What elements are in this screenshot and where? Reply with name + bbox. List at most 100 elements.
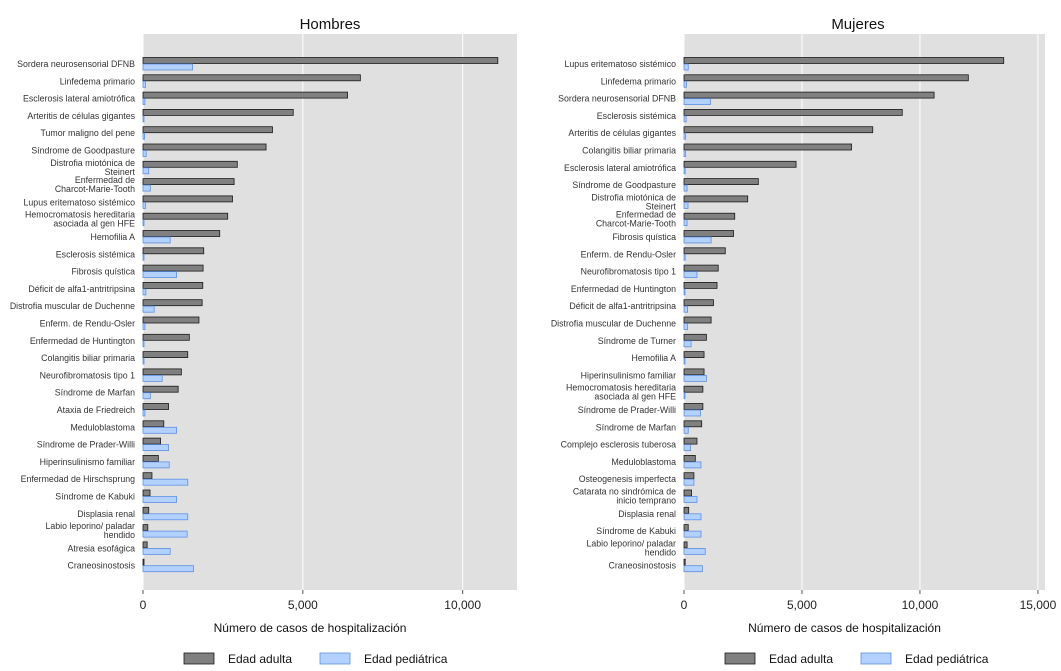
bar-pediatric xyxy=(683,513,702,521)
category-label: Arteritis de células gigantes xyxy=(27,111,135,121)
bar-adult xyxy=(683,178,759,186)
bar-adult xyxy=(683,420,703,428)
category-label: Esclerosis sistémica xyxy=(56,249,135,259)
bar-adult xyxy=(142,230,221,237)
bar-pediatric xyxy=(683,98,711,105)
bar-pediatric xyxy=(142,236,171,244)
bar-pediatric xyxy=(142,271,177,279)
bar-adult xyxy=(142,74,361,82)
category-label: Craneosinostosis xyxy=(68,561,136,571)
bar-adult xyxy=(683,333,707,341)
bar-adult xyxy=(683,472,695,480)
category-label: Esclerosis lateral amiotrófica xyxy=(23,94,135,104)
bar-pediatric xyxy=(142,219,145,227)
bar-adult xyxy=(683,126,874,134)
bar-adult xyxy=(142,247,205,255)
bar-pediatric xyxy=(142,409,146,417)
category-label: Enfermedad de Hirschsprung xyxy=(21,474,136,484)
category-label-line: Labio leporino/ paladar xyxy=(586,538,676,548)
category-label-line: Distrofia miotónica de xyxy=(50,158,135,168)
bar-pediatric xyxy=(142,201,146,209)
bar-pediatric xyxy=(142,63,193,71)
category-label-line: hendido xyxy=(645,547,676,557)
bar-adult xyxy=(683,558,686,566)
bar-adult xyxy=(142,420,165,428)
bar-pediatric xyxy=(142,323,146,330)
category-label: Déficit de alfa1-antritripsina xyxy=(28,284,135,294)
category-label: Hemofilia A xyxy=(632,353,677,363)
category-label: Enfermedad de Huntington xyxy=(30,336,135,346)
category-label-line: inicio temprano xyxy=(616,496,676,506)
bar-pediatric xyxy=(683,426,689,434)
category-label: Colangitis biliar primaria xyxy=(41,353,135,363)
bar-adult xyxy=(142,109,294,116)
bar-pediatric xyxy=(683,219,688,227)
category-label: Enferm. de Rendu-Osler xyxy=(40,319,135,329)
category-label: Distrofia muscular de Duchenne xyxy=(10,301,135,311)
bar-adult xyxy=(142,195,233,203)
legend-swatch-pediatric xyxy=(319,652,351,665)
bar-pediatric xyxy=(683,374,707,382)
category-label: Linfedema primario xyxy=(601,76,676,86)
category-label: Catarata no sindrómica de inicio temprano xyxy=(573,487,676,506)
category-label: Meduloblastoma xyxy=(611,457,676,467)
category-label: Enferm. de Rendu-Osler xyxy=(581,249,676,259)
bar-pediatric xyxy=(683,150,687,157)
bar-pediatric xyxy=(142,478,189,486)
bar-pediatric xyxy=(683,167,686,175)
bar-adult xyxy=(142,351,189,359)
legend-label-pediatric: Edad pediátrica xyxy=(905,652,989,666)
category-label: Neurofibromatosis tipo 1 xyxy=(40,370,135,380)
bar-adult xyxy=(683,74,969,82)
category-label: Fibrosis quística xyxy=(71,267,135,277)
legend-label-pediatric: Edad pediátrica xyxy=(364,652,448,666)
bar-adult xyxy=(683,109,903,116)
bar-adult xyxy=(683,506,690,514)
category-label: Enfermedad de Huntington xyxy=(571,284,676,294)
x-tick-label: 10,000 xyxy=(902,598,939,612)
bar-pediatric xyxy=(683,80,687,88)
x-tick-label: 0 xyxy=(140,598,147,612)
chart-title: Mujeres xyxy=(831,16,884,33)
category-label: Labio leporino/ paladar hendido xyxy=(45,521,135,540)
category-label: Síndrome de Marfan xyxy=(596,422,676,432)
bar-adult xyxy=(683,524,689,531)
category-label-line: Enfermedad de xyxy=(616,210,676,220)
bar-pediatric xyxy=(142,357,145,365)
bar-adult xyxy=(683,299,714,307)
bar-adult xyxy=(142,333,190,341)
plot-panel-0 xyxy=(143,34,517,590)
bar-pediatric xyxy=(683,63,689,71)
bar-adult xyxy=(142,160,238,168)
bar-adult xyxy=(142,281,204,289)
bar-adult xyxy=(142,403,169,410)
category-label: Lupus eritematoso sistémico xyxy=(565,59,677,69)
bar-adult xyxy=(683,264,719,272)
bar-pediatric xyxy=(142,253,145,261)
bar-pediatric xyxy=(142,150,147,157)
bar-pediatric xyxy=(142,513,189,521)
bar-pediatric xyxy=(142,80,146,88)
bar-adult xyxy=(142,472,153,480)
bar-pediatric xyxy=(683,184,688,192)
category-label-line: Enfermedad de xyxy=(75,175,135,185)
bar-pediatric xyxy=(142,115,145,123)
bar-pediatric xyxy=(683,530,702,538)
bar-adult xyxy=(142,212,229,220)
category-label: Arteritis de células gigantes xyxy=(568,128,676,138)
category-label: Síndrome de Kabuki xyxy=(596,526,676,536)
bar-pediatric xyxy=(683,201,689,209)
bar-pediatric xyxy=(683,461,702,469)
bar-adult xyxy=(683,489,692,497)
category-label-line: Charcot-Marie-Tooth xyxy=(55,184,135,194)
category-label-line: Hemocromatosis hereditaria xyxy=(25,210,135,220)
category-label-line: Steinert xyxy=(646,201,677,211)
bar-adult xyxy=(142,541,148,549)
category-label-line: Catarata no sindrómica de xyxy=(573,487,676,497)
bar-pediatric xyxy=(142,98,146,105)
bar-pediatric xyxy=(142,548,171,555)
bar-adult xyxy=(142,368,182,376)
category-label: Síndrome de Turner xyxy=(598,336,676,346)
bar-pediatric xyxy=(683,409,701,417)
bar-pediatric xyxy=(142,184,151,192)
